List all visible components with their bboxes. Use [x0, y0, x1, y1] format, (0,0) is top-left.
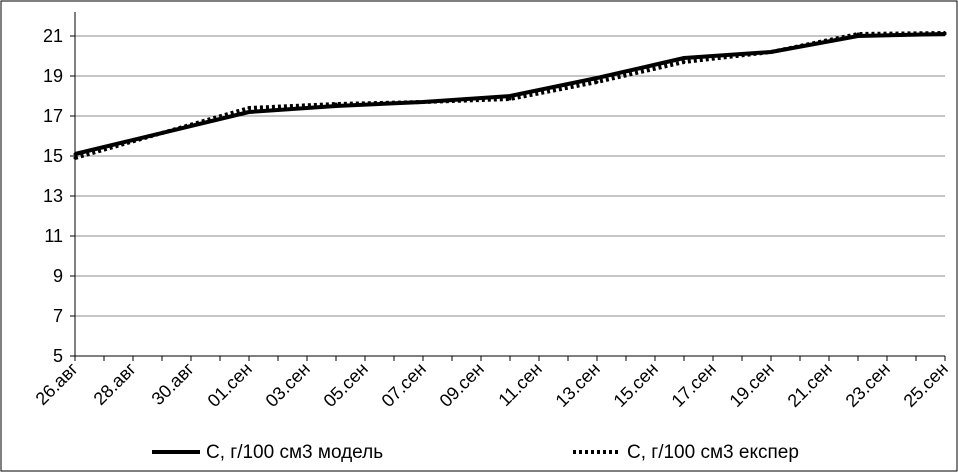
data-point: [73, 152, 77, 156]
data-point: [856, 32, 860, 36]
data-point: [247, 106, 251, 110]
y-tick-label: 21: [43, 26, 63, 46]
y-tick-label: 11: [44, 226, 63, 246]
legend-label-2: С, г/100 см3 експер: [627, 442, 799, 463]
y-tick-label: 15: [43, 146, 63, 166]
data-point: [682, 56, 686, 60]
data-point: [769, 50, 773, 54]
series-line-2: [74, 31, 946, 160]
data-point: [508, 97, 512, 101]
data-point: [595, 80, 599, 84]
y-tick-label: 9: [53, 266, 63, 286]
y-tick-label: 19: [43, 66, 63, 86]
data-series: [73, 31, 947, 160]
axes: [70, 12, 946, 361]
data-point: [247, 110, 251, 114]
y-tick-label: 5: [53, 346, 63, 366]
data-point: [682, 60, 686, 64]
data-point: [595, 76, 599, 80]
data-point: [943, 31, 947, 35]
legend-label-1: С, г/100 см3 модель: [206, 442, 383, 463]
y-tick-label: 7: [53, 306, 63, 326]
data-point: [421, 100, 425, 104]
y-tick-label: 13: [43, 186, 63, 206]
data-point: [508, 94, 512, 98]
y-tick-label: 17: [43, 106, 63, 126]
data-point: [73, 156, 77, 160]
legend: С, г/100 см3 модель С, г/100 см3 експер: [152, 442, 799, 463]
gridlines: [75, 35, 945, 317]
data-point: [334, 102, 338, 106]
y-axis-tick-labels: 5 7 9 11 13 15 17 19 21: [43, 26, 63, 366]
